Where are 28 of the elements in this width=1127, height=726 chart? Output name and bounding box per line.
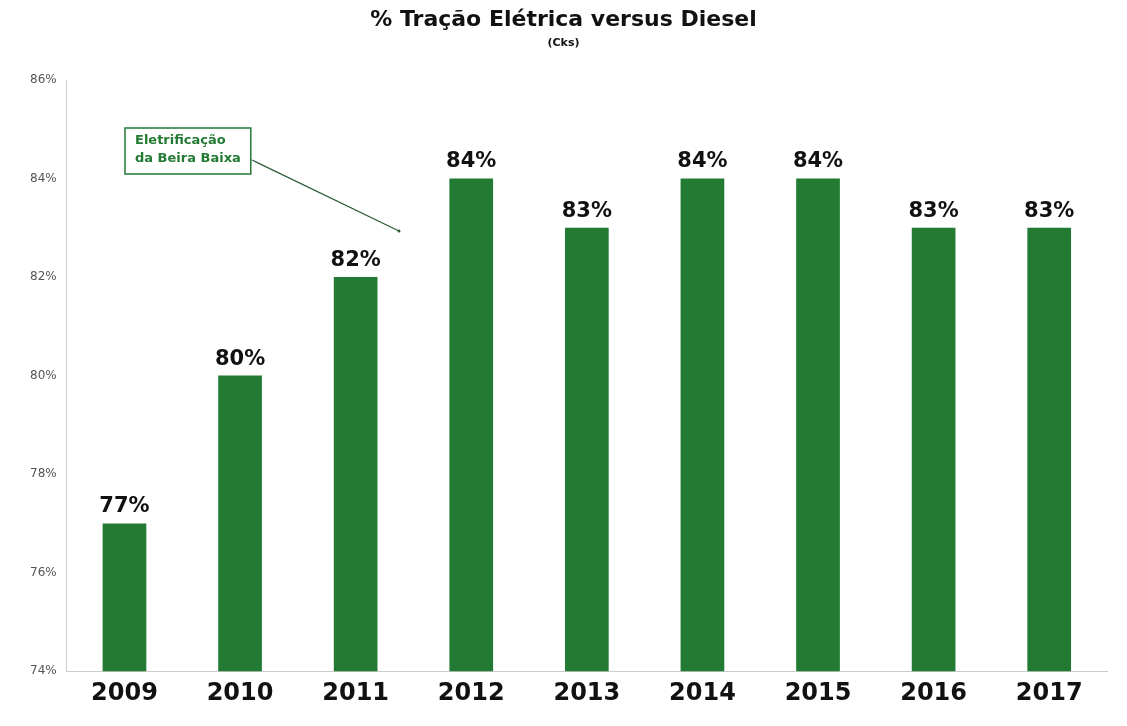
y-tick-label: 78% — [30, 466, 57, 481]
data-label: 84% — [792, 148, 844, 173]
data-label: 82% — [330, 247, 381, 272]
x-tick-label: 2014 — [669, 677, 736, 706]
x-tick-label: 2013 — [553, 677, 621, 706]
x-tick-label: 2016 — [900, 677, 968, 706]
x-tick-label: 2012 — [437, 677, 505, 706]
x-tick-label: 2011 — [322, 677, 390, 706]
data-label: 83% — [908, 197, 959, 222]
data-label: 80% — [214, 345, 266, 370]
data-label: 84% — [677, 148, 728, 173]
chart-subtitle: (Cks) — [546, 36, 581, 49]
y-tick-label: 84% — [30, 170, 57, 185]
data-label: 83% — [561, 197, 612, 222]
annotation: Eletrificação da Beira Baixa — [135, 131, 241, 165]
y-tick-label: 86% — [30, 72, 57, 87]
y-tick-label: 76% — [30, 564, 57, 579]
data-label: 83% — [1024, 197, 1075, 222]
chart-title: % Tração Elétrica versus Diesel — [369, 6, 758, 31]
data-label: 77% — [99, 493, 150, 518]
y-tick-label: 82% — [30, 269, 57, 284]
y-tick-label: 74% — [30, 663, 57, 678]
x-tick-label: 2009 — [91, 677, 158, 706]
x-tick-label: 2017 — [1015, 677, 1083, 706]
y-tick-label: 80% — [30, 367, 57, 382]
x-tick-label: 2010 — [206, 677, 274, 706]
data-label: 84% — [446, 148, 497, 173]
x-tick-label: 2015 — [784, 677, 852, 706]
